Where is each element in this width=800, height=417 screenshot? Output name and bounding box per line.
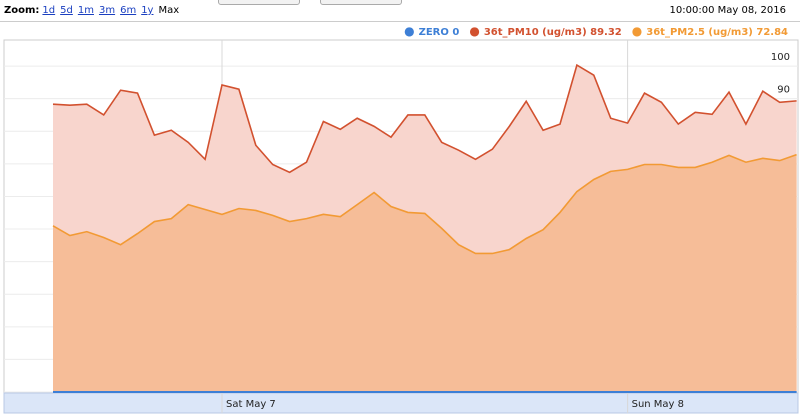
x-tick-label: Sun May 8 (632, 399, 684, 410)
zoom-link[interactable]: 5d (60, 5, 73, 16)
legend: ● ZERO 0 ● 36t_PM10 (ug/m3) 89.32 ● 36t_PM2.5… (394, 24, 788, 38)
series-line (52, 63, 797, 174)
zoom-current: Max (158, 5, 180, 16)
zoom-link[interactable]: 1m (77, 5, 94, 16)
zoom-link[interactable]: 1d (42, 5, 56, 16)
legend-name: ZERO (418, 27, 449, 38)
button[interactable] (320, 0, 402, 5)
button[interactable] (218, 0, 300, 5)
series-line (52, 153, 797, 255)
zoom: Zoom: 1d 5d 1m 3m 6m 1y Max (4, 5, 179, 16)
zoom-link[interactable]: 1y (141, 5, 154, 16)
date: 10:00:00 May 08, 2016 (669, 5, 786, 16)
legend-item: ● 36t_PM2.5 (ug/m3) 72.84 (631, 24, 788, 38)
y-tick-label: 100 (771, 52, 790, 63)
legend-dot: ● (631, 24, 643, 38)
legend-dot: ● (404, 24, 415, 38)
legend-item: ● 36t_PM10 (ug/m3) 89.32 (469, 24, 622, 38)
legend-value: 0 (452, 27, 460, 38)
legend-value: 89.32 (590, 27, 622, 38)
legend-value: 72.84 (756, 27, 788, 38)
area-fill (53, 154, 797, 392)
y-tick-label: 90 (777, 85, 790, 96)
legend-item: ● ZERO 0 (404, 24, 460, 38)
legend-name: 36t_PM10 (ug/m3) (483, 27, 587, 38)
zoom-link[interactable]: 6m (120, 5, 137, 16)
legend-name: 36t_PM2.5 (ug/m3) (646, 27, 753, 38)
toolbar: Zoom: 1d 5d 1m 3m 6m 1y Max 10:00:00 May 08, 20… (0, 0, 800, 22)
zoom-link[interactable]: 3m (98, 5, 116, 16)
legend-dot: ● (469, 24, 480, 38)
x-tick-label: Sat May 7 (226, 399, 276, 410)
zoom-label: Zoom: (4, 5, 40, 16)
